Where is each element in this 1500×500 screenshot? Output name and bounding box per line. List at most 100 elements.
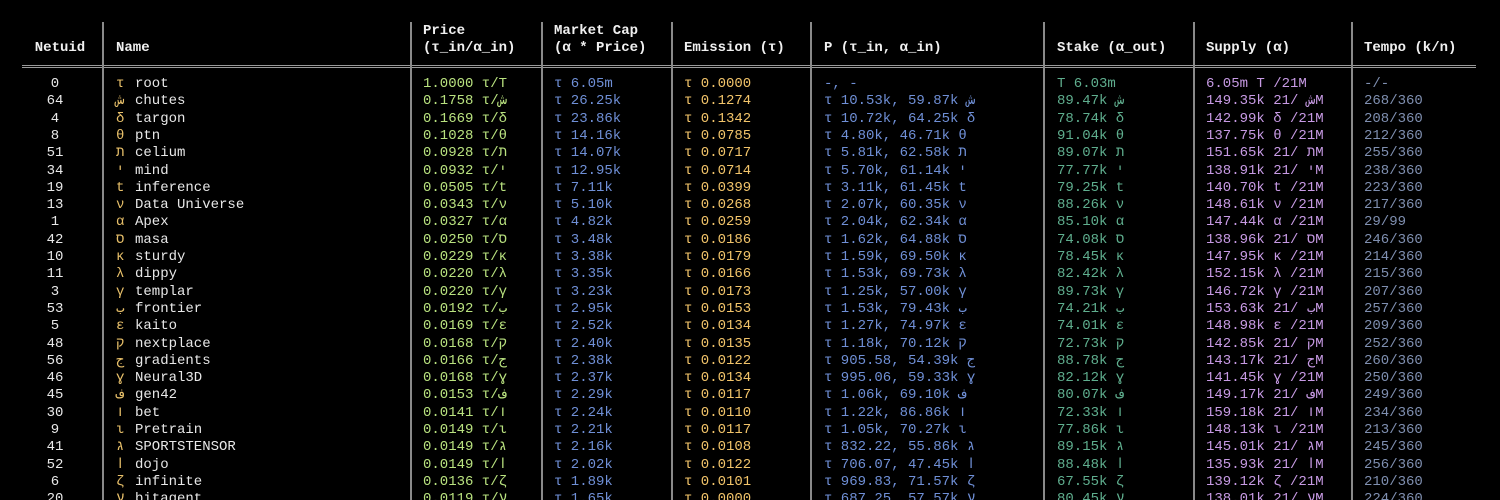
subnet-name: nextplace <box>135 335 211 352</box>
supply: 148.98k ε /21M <box>1206 318 1324 335</box>
pool: τ 3.11k, 61.45k t <box>824 179 967 196</box>
netuid: 46 <box>46 370 64 387</box>
stake: 77.77k י <box>1057 162 1125 179</box>
emission: τ 0.0122 <box>684 352 752 369</box>
pool: τ 969.83, 71.57k ζ <box>824 473 976 490</box>
tempo: 224/360 <box>1364 491 1423 500</box>
subnet-name: targon <box>135 110 186 127</box>
netuid: 53 <box>46 300 64 317</box>
emission: τ 0.0166 <box>684 266 752 283</box>
price: 0.0192 τ/ب <box>423 300 508 317</box>
tempo: 257/360 <box>1364 300 1423 317</box>
stake: 89.73k γ <box>1057 283 1125 300</box>
price: 0.1028 τ/θ <box>423 127 508 144</box>
subnet-name: dojo <box>135 456 169 473</box>
price: 0.0327 τ/α <box>423 214 508 231</box>
netuid: 56 <box>46 352 64 369</box>
emission: τ 0.0122 <box>684 456 752 473</box>
market-cap: τ 3.23k <box>554 283 613 300</box>
column-separator <box>671 22 673 500</box>
supply: 143.17k ج /21M <box>1206 352 1324 369</box>
pool: τ 1.06k, 69.10k ف <box>824 387 967 404</box>
tempo: 245/360 <box>1364 439 1423 456</box>
symbol: ס <box>116 231 125 248</box>
emission: τ 0.0399 <box>684 179 752 196</box>
symbol: ו <box>116 404 125 421</box>
stake: 74.08k ס <box>1057 231 1125 248</box>
market-cap: τ 2.37k <box>554 370 613 387</box>
market-cap: τ 5.10k <box>554 197 613 214</box>
tempo: 214/360 <box>1364 249 1423 265</box>
subnet-name: chutes <box>135 93 186 110</box>
price: 0.0220 τ/λ <box>423 266 508 283</box>
netuid: 52 <box>46 456 64 473</box>
emission: τ 0.1342 <box>684 110 752 127</box>
subnet-name: Data Universe <box>135 197 245 214</box>
stake: 88.26k ν <box>1057 197 1125 214</box>
price: 0.0343 τ/ν <box>423 197 508 214</box>
price: 0.0928 τ/ת <box>423 145 508 162</box>
column-header: Price <box>423 23 466 39</box>
column-separator <box>410 22 412 500</box>
stake: 88.78k ج <box>1057 352 1125 369</box>
supply: 135.93k ا /21M <box>1206 456 1324 473</box>
price: 0.0220 τ/γ <box>423 283 508 300</box>
emission: τ 0.0153 <box>684 300 752 317</box>
market-cap: τ 2.40k <box>554 335 613 352</box>
column-header: P (τ_in, α_in) <box>824 40 942 56</box>
market-cap: τ 14.07k <box>554 145 622 162</box>
symbol: י <box>116 162 125 179</box>
netuid: 6 <box>50 473 60 490</box>
pool: τ 706.07, 47.45k ا <box>824 456 976 473</box>
emission: τ 0.0259 <box>684 214 752 231</box>
symbol: ע <box>116 491 125 500</box>
subnet-name: dippy <box>135 266 178 283</box>
stake: 74.21k ب <box>1057 300 1125 317</box>
stake: 85.10k α <box>1057 214 1125 231</box>
stake: 72.73k ק <box>1057 335 1125 352</box>
tempo: 215/360 <box>1364 266 1423 283</box>
supply: 138.01k ע /21M <box>1206 491 1324 500</box>
column-separator <box>1193 22 1195 500</box>
tempo: 249/360 <box>1364 387 1423 404</box>
emission: τ 0.0110 <box>684 404 752 421</box>
supply: 147.95k κ /21M <box>1206 249 1324 265</box>
pool: τ 1.59k, 69.50k κ <box>824 249 967 265</box>
stake: 79.25k t <box>1057 179 1125 196</box>
column-header: Netuid <box>34 40 86 56</box>
pool: τ 1.18k, 70.12k ק <box>824 335 967 352</box>
symbol: ا <box>116 456 125 473</box>
market-cap: τ 2.29k <box>554 387 613 404</box>
symbol: δ <box>116 110 125 127</box>
emission: τ 0.0134 <box>684 370 752 387</box>
pool: τ 4.80k, 46.71k θ <box>824 127 967 144</box>
market-cap: τ 3.48k <box>554 231 613 248</box>
supply: 138.96k ס /21M <box>1206 231 1324 248</box>
pool: τ 1.62k, 64.88k ס <box>824 231 967 248</box>
emission: τ 0.0101 <box>684 473 752 490</box>
symbol: t <box>116 179 125 196</box>
emission: τ 0.0135 <box>684 335 752 352</box>
price: 0.0229 τ/κ <box>423 249 508 265</box>
netuid: 8 <box>50 127 60 144</box>
price: 0.0250 τ/ס <box>423 231 508 248</box>
price: 0.1758 τ/ش <box>423 93 508 110</box>
tempo: 212/360 <box>1364 127 1423 144</box>
price: 0.0153 τ/ف <box>423 387 508 404</box>
price: 0.0168 τ/ק <box>423 335 508 352</box>
netuid: 3 <box>50 283 60 300</box>
price: 1.0000 τ/T <box>423 76 508 92</box>
pool: τ 1.05k, 70.27k ι <box>824 422 967 438</box>
pool: τ 1.27k, 74.97k ε <box>824 318 967 335</box>
stake: 78.45k κ <box>1057 249 1125 265</box>
supply: 148.61k ν /21M <box>1206 197 1324 214</box>
emission: τ 0.1274 <box>684 93 752 110</box>
subnet-name: frontier <box>135 300 203 317</box>
netuid: 10 <box>46 249 64 265</box>
pool: τ 1.53k, 69.73k λ <box>824 266 967 283</box>
tempo: 250/360 <box>1364 370 1423 387</box>
tempo: 208/360 <box>1364 110 1423 127</box>
supply: 153.63k ب /21M <box>1206 300 1324 317</box>
price: 0.0119 τ/ע <box>423 491 508 500</box>
netuid: 41 <box>46 439 64 456</box>
